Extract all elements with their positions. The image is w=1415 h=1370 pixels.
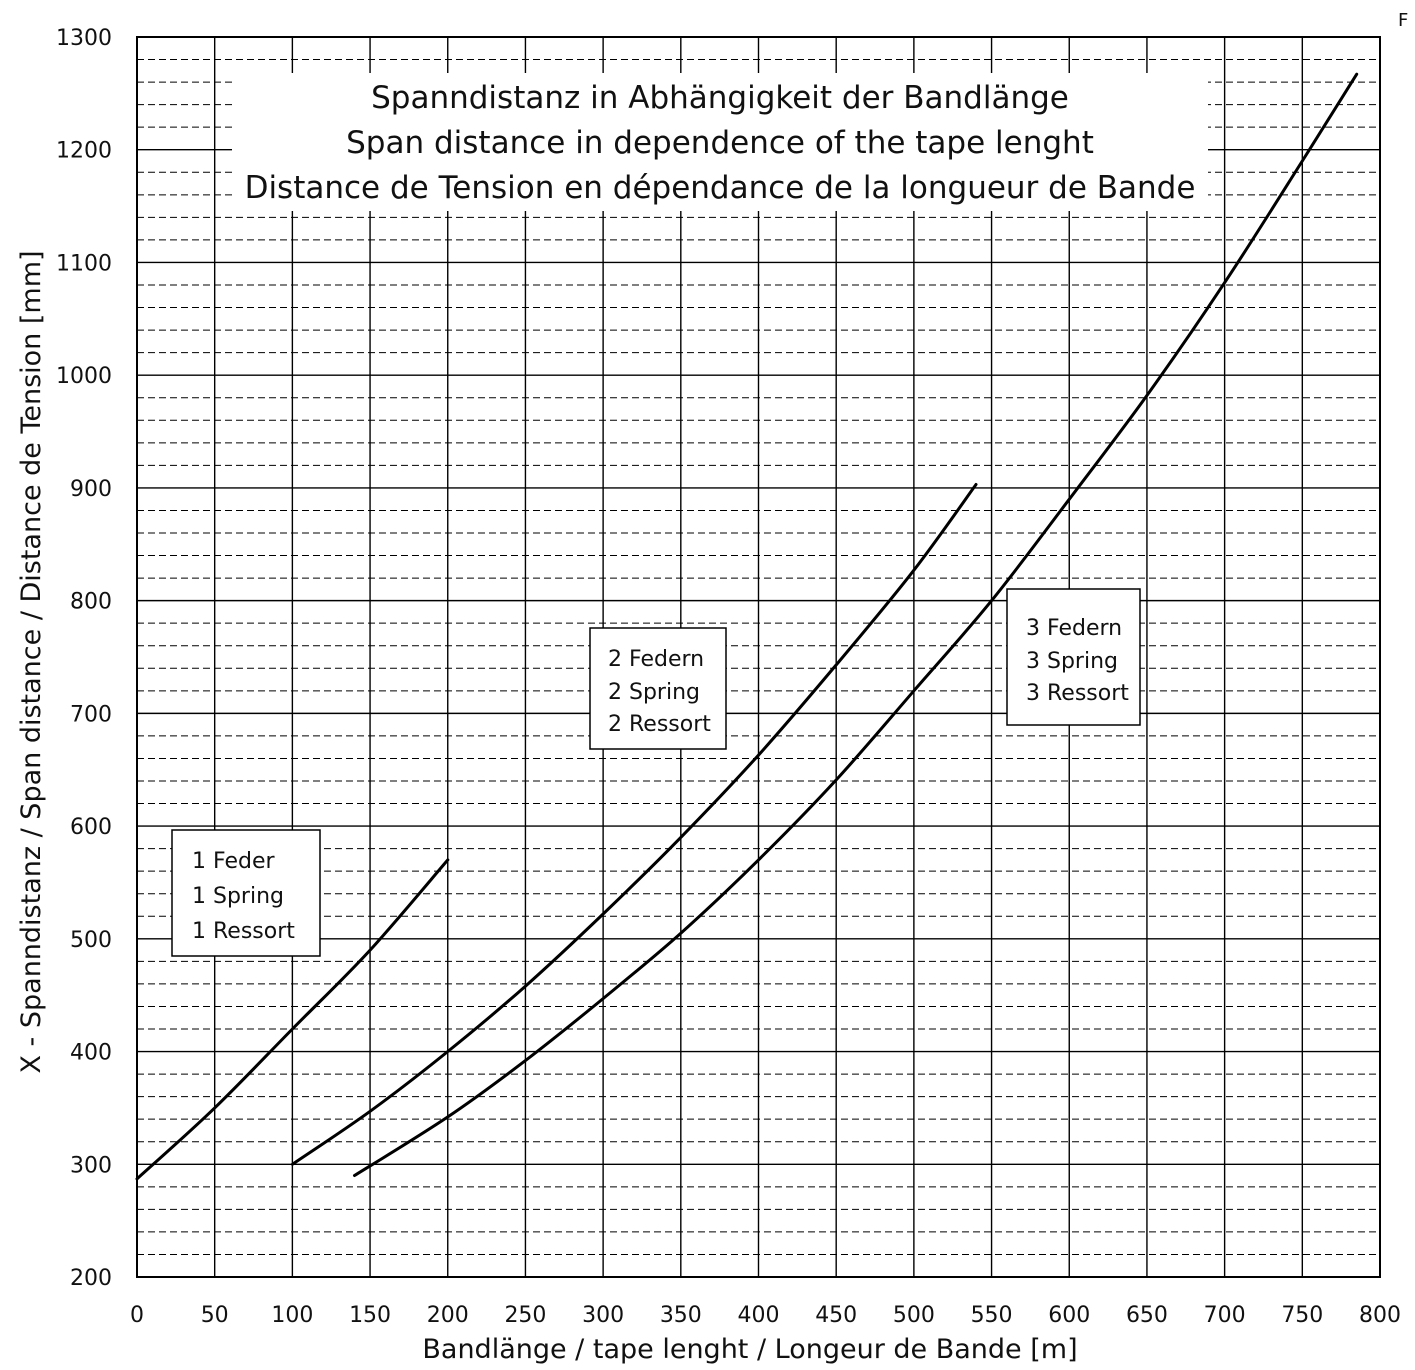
- series-line-2: [290, 483, 978, 1166]
- y-tick-label: 300: [70, 1153, 112, 1178]
- series-2-label-line-2: 2 Spring: [608, 680, 700, 705]
- x-tick-label: 50: [201, 1303, 229, 1328]
- series-1-label-box-frame: [171, 829, 321, 957]
- series-3-label-line-2: 3 Spring: [1026, 649, 1118, 674]
- y-tick-label: 900: [70, 477, 112, 502]
- plot-frame: [136, 36, 1381, 1278]
- chart-title-line-1: Spanndistanz in Abhängigkeit der Bandlän…: [371, 80, 1069, 116]
- x-tick-label: 100: [271, 1303, 313, 1328]
- series-lines: [135, 72, 1359, 1181]
- x-tick-label: 800: [1359, 1303, 1401, 1328]
- series-3-label-box: 3 Federn 3 Spring 3 Ressort: [1006, 588, 1141, 726]
- corner-text: F: [1398, 10, 1408, 31]
- series-line-1: [135, 858, 450, 1181]
- y-tick-label: 1100: [56, 251, 112, 276]
- x-tick-label: 450: [815, 1303, 857, 1328]
- series-3-label-line-1: 3 Federn: [1026, 616, 1122, 641]
- y-tick-label: 1300: [56, 26, 112, 51]
- x-tick-label: 500: [893, 1303, 935, 1328]
- x-tick-label: 600: [1048, 1303, 1090, 1328]
- x-tick-label: 550: [971, 1303, 1013, 1328]
- x-tick-label: 700: [1204, 1303, 1246, 1328]
- x-tick-label: 300: [582, 1303, 624, 1328]
- chart-title-line-3: Distance de Tension en dépendance de la …: [245, 170, 1196, 206]
- y-axis-label: X - Spanndistanz / Span distance / Dista…: [16, 250, 47, 1073]
- series-1-label-line-2: 1 Spring: [192, 884, 284, 909]
- x-tick-label: 650: [1126, 1303, 1168, 1328]
- y-tick-label: 800: [70, 590, 112, 615]
- x-axis-label: Bandlänge / tape lenght / Longeur de Ban…: [422, 1334, 1077, 1365]
- x-tick-label: 400: [738, 1303, 780, 1328]
- title-box-bg: [232, 73, 1208, 211]
- series-1-label-line-3: 1 Ressort: [192, 919, 295, 944]
- x-tick-label: 0: [130, 1303, 144, 1328]
- title-box: Spanndistanz in Abhängigkeit der Bandlän…: [232, 73, 1208, 211]
- grid-major: [136, 36, 1381, 1278]
- series-3-label-line-3: 3 Ressort: [1026, 681, 1129, 706]
- y-tick-labels: 200 300 400 500 600 700 800 900 1000 1100 1200 1300: [56, 26, 112, 1291]
- series-3-label-box-frame: [1006, 588, 1141, 726]
- series-2-label-line-1: 2 Federn: [608, 647, 704, 672]
- y-tick-label: 600: [70, 815, 112, 840]
- x-tick-label: 200: [427, 1303, 469, 1328]
- series-line-3: [353, 72, 1359, 1177]
- y-tick-label: 1000: [56, 364, 112, 389]
- series-1-label-box: 1 Feder 1 Spring 1 Ressort: [171, 829, 321, 957]
- series-2-label-box: 2 Federn 2 Spring 2 Ressort: [589, 627, 727, 750]
- y-tick-label: 500: [70, 928, 112, 953]
- series-2-label-line-3: 2 Ressort: [608, 712, 711, 737]
- y-tick-label: 1200: [56, 139, 112, 164]
- x-tick-label: 250: [504, 1303, 546, 1328]
- x-tick-labels: 0 50 100 150 200 250 300 350 400 450 500 550 600 650 7…: [130, 1303, 1401, 1328]
- y-tick-label: 400: [70, 1041, 112, 1066]
- x-tick-label: 750: [1281, 1303, 1323, 1328]
- y-tick-label: 200: [70, 1266, 112, 1291]
- y-tick-label: 700: [70, 702, 112, 727]
- x-tick-label: 150: [349, 1303, 391, 1328]
- series-2-label-box-frame: [589, 627, 727, 750]
- series-1-label-line-1: 1 Feder: [192, 849, 275, 874]
- x-tick-label: 350: [660, 1303, 702, 1328]
- chart-title-line-2: Span distance in dependence of the tape …: [346, 125, 1094, 161]
